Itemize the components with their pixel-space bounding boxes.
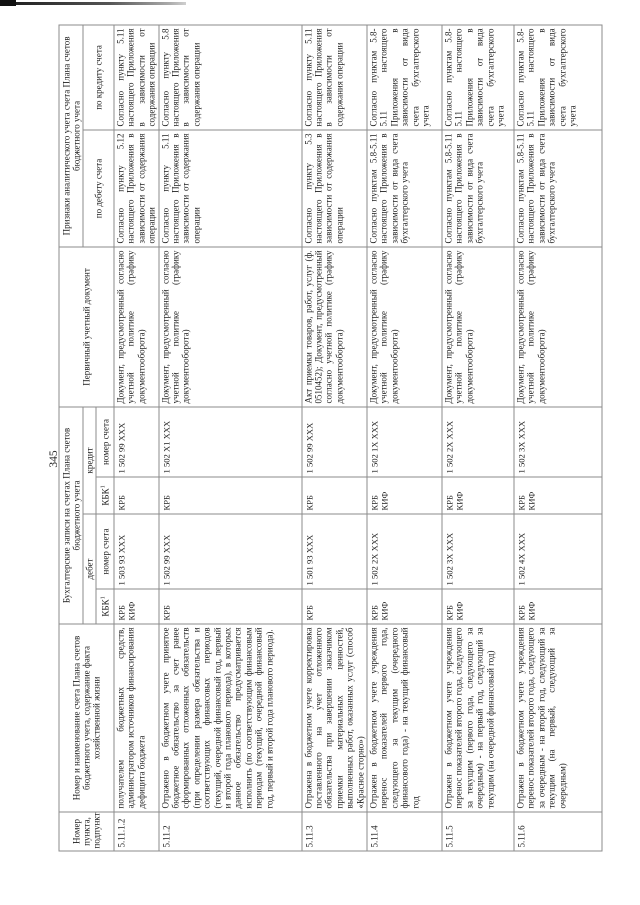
cell-content: Отражен в бюджетном учете учреждения пер… — [514, 624, 603, 812]
page-corner-scan-mark — [0, 0, 16, 6]
cell-document: Документ, предусмотренный согласно учетн… — [158, 246, 302, 407]
cell-attr-credit: Согласно пунктам 5.8-5.11 настоящего При… — [367, 24, 443, 130]
header-credit: кредит — [83, 406, 96, 514]
cell-content: Отражен в бюджетном учете учреждения пер… — [367, 624, 443, 812]
cell-credit-kbk: КРБ — [158, 477, 302, 514]
header-by-credit: по кредиту счета — [83, 24, 114, 130]
cell-attr-debit: Согласно пунктам 5.8-5.11 настоящего При… — [514, 129, 603, 247]
cell-debit-account: 1 503 93 XXX — [114, 514, 159, 589]
header-by-debit: по дебету счета — [83, 129, 114, 247]
cell-attr-credit: Согласно пункту 5.11 настоящего Приложен… — [301, 24, 368, 130]
cell-attr-credit: Согласно пункту 5.11 настоящего Приложен… — [114, 24, 159, 130]
rotated-accounting-table: Номер пункта, подпункта Номер и наименов… — [59, 24, 603, 852]
cell-credit-account: 1 502 2X XXX — [442, 406, 515, 477]
cell-credit-account: 1 502 99 XXX — [114, 406, 159, 477]
cell-document: Документ, предусмотренный согласно учетн… — [114, 246, 159, 407]
cell-credit-kbk: КРБ — [114, 477, 159, 514]
cell-item-number: 5.11.6 — [514, 812, 603, 851]
cell-credit-account: 1 502 X1 XXX — [158, 406, 302, 477]
header-debit-kbk: КБК1 — [96, 589, 114, 624]
cell-attr-credit: Согласно пунктам 5.8-5.11 настоящего При… — [514, 24, 603, 130]
table-row: 5.11.3 Отражена в бюджетном учете коррек… — [301, 24, 368, 851]
cell-credit-kbk: КРБ КИФ — [442, 477, 515, 514]
cell-credit-account: 1 502 99 XXX — [301, 406, 368, 477]
header-primary-document: Первичный учетный документ — [59, 246, 114, 407]
header-entries-group: Бухгалтерские записи на счетах Плана сче… — [59, 406, 83, 624]
cell-document: Документ, предусмотренный согласно учетн… — [442, 246, 515, 407]
kbk-footnote-mark: 1 — [100, 485, 106, 489]
cell-debit-account: 1 502 4X XXX — [514, 514, 603, 589]
header-account-name: Номер и наименование счета Плана счетов … — [59, 624, 114, 812]
cell-attr-debit: Согласно пункту 5.12 настоящего Приложен… — [114, 129, 159, 247]
cell-debit-account: 1 502 2X XXX — [367, 514, 443, 589]
cell-content: Отражена в бюджетном учете корректировка… — [301, 624, 368, 812]
cell-content: Отражено в бюджетном учете принятое бюдж… — [158, 624, 302, 812]
cell-item-number: 5.11.5 — [442, 812, 515, 851]
table-row: 5.11.6 Отражен в бюджетном учете учрежде… — [514, 24, 603, 851]
cell-document: Документ, предусмотренный согласно учетн… — [514, 246, 603, 407]
cell-attr-debit: Согласно пунктам 5.8-5.11 настоящего При… — [367, 129, 443, 247]
cell-attr-debit: Согласно пунктам 5.8-5.11 настоящего При… — [442, 129, 515, 247]
page-top-rule — [16, 2, 186, 5]
cell-item-number: 5.11.3 — [301, 812, 368, 851]
header-credit-account-number: номер счета — [96, 406, 114, 477]
header-analytic-attrs-group: Признаки аналитического учета счета План… — [59, 24, 83, 247]
cell-debit-account: 1 502 99 XXX — [158, 514, 302, 589]
cell-credit-account: 1 502 1X XXX — [367, 406, 443, 477]
cell-credit-kbk: КРБ КИФ — [367, 477, 443, 514]
cell-credit-kbk: КРБ — [301, 477, 368, 514]
cell-credit-kbk: КРБ КИФ — [514, 477, 603, 514]
cell-item-number: 5.11.2 — [158, 812, 302, 851]
cell-content: Отражен в бюджетном учете учреждения пер… — [442, 624, 515, 812]
table-row: 5.11.1.2 получателем бюджетных средств, … — [114, 24, 159, 851]
cell-attr-debit: Согласно пункту 5.11 настоящего Приложен… — [158, 129, 302, 247]
cell-debit-kbk: КРБ — [158, 589, 302, 624]
cell-item-number: 5.11.1.2 — [114, 812, 159, 851]
cell-debit-account: 1 502 3X XXX — [442, 514, 515, 589]
header-credit-kbk: КБК1 — [96, 477, 114, 514]
cell-attr-credit: Согласно пунктам 5.8-5.11 настоящего При… — [442, 24, 515, 130]
cell-attr-credit: Согласно пункту 5.8 настоящего Приложени… — [158, 24, 302, 130]
cell-debit-kbk: КРБ — [301, 589, 368, 624]
cell-debit-kbk: КРБ КИФ — [114, 589, 159, 624]
cell-debit-kbk: КРБ КИФ — [367, 589, 443, 624]
table-row: 5.11.2 Отражено в бюджетном учете принят… — [158, 24, 302, 851]
table-row: 5.11.4 Отражен в бюджетном учете учрежде… — [367, 24, 443, 851]
cell-debit-kbk: КРБ КИФ — [514, 589, 603, 624]
header-debit-account-number: номер счета — [96, 514, 114, 589]
cell-content: получателем бюджетных средств, администр… — [114, 624, 159, 812]
table-row: 5.11.5 Отражен в бюджетном учете учрежде… — [442, 24, 515, 851]
budget-accounts-correspondence-table: Номер пункта, подпункта Номер и наименов… — [59, 24, 603, 851]
cell-debit-kbk: КРБ КИФ — [442, 589, 515, 624]
cell-attr-debit: Согласно пункту 5.3 настоящего Приложени… — [301, 129, 368, 247]
header-item-number: Номер пункта, подпункта — [59, 812, 114, 851]
cell-debit-account: 1 501 93 XXX — [301, 514, 368, 589]
cell-document: Акт приемки товаров, работ, услуг (ф. 05… — [301, 246, 368, 407]
header-debit: дебет — [83, 514, 96, 624]
cell-document: Документ, предусмотренный согласно учетн… — [367, 246, 443, 407]
kbk-footnote-mark: 1 — [100, 596, 106, 600]
cell-credit-account: 1 502 3X XXX — [514, 406, 603, 477]
cell-item-number: 5.11.4 — [367, 812, 443, 851]
